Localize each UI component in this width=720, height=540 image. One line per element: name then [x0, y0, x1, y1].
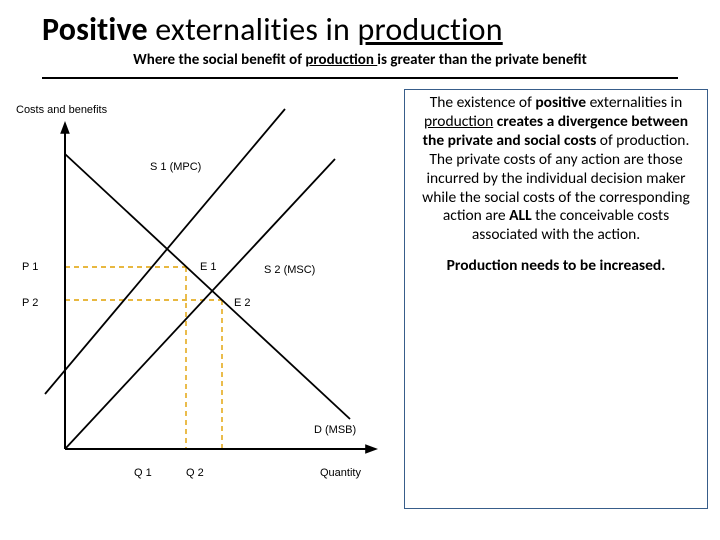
e1-label: E 1	[200, 261, 217, 273]
externalities-diagram: Costs and benefits S 1 (MPC) S 2 (MSC) E…	[10, 89, 398, 509]
subtitle-underline: production	[305, 51, 377, 69]
content-row: Costs and benefits S 1 (MPC) S 2 (MSC) E…	[0, 79, 720, 509]
subtitle-b: is greater than the private benefit	[377, 51, 587, 69]
s2-label: S 2 (MSC)	[264, 264, 315, 276]
p1-label: P 1	[22, 261, 38, 273]
explanation-panel: The existence of positive externalities …	[404, 89, 708, 509]
subtitle: Where the social benefit of production i…	[0, 51, 720, 77]
title-mid: externalities in	[148, 10, 358, 49]
s1-label: S 1 (MPC)	[150, 161, 201, 173]
panel-paragraph-1: The existence of positive externalities …	[413, 94, 699, 245]
title-underline: production	[358, 10, 503, 49]
p2-label: P 2	[22, 297, 38, 309]
y-axis-label: Costs and benefits	[16, 104, 107, 116]
page-title: Positive externalities in production	[0, 0, 720, 51]
panel-paragraph-2: Production needs to be increased.	[413, 257, 699, 276]
q2-label: Q 2	[186, 467, 204, 479]
q1-label: Q 1	[134, 467, 152, 479]
title-bold: Positive	[42, 10, 148, 49]
x-axis-label: Quantity	[320, 467, 361, 479]
d-label: D (MSB)	[314, 424, 356, 436]
e2-label: E 2	[234, 297, 251, 309]
subtitle-a: Where the social benefit of	[133, 51, 305, 69]
